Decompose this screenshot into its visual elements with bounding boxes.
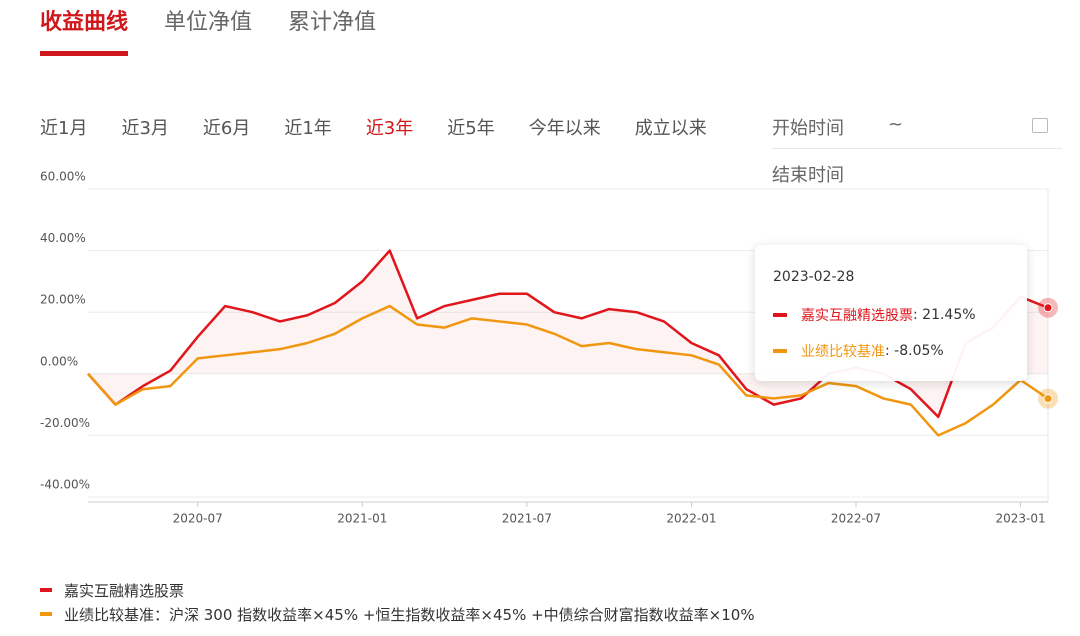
legend-label: 嘉实互融精选股票	[64, 581, 185, 600]
x-tick-label: 2022-01	[666, 512, 716, 526]
y-tick-label: -40.00%	[40, 478, 90, 492]
tooltip-value: 21.45%	[913, 307, 975, 323]
x-tick-label: 2020-07	[173, 512, 223, 526]
range-bar: 近1月 近3月 近6月 近1年 近3年 近5年 今年以来 成立以来	[40, 114, 707, 140]
tooltip-item: 业绩比较基准-8.05%	[773, 341, 944, 361]
tooltip-item: 嘉实互融精选股票21.45%	[773, 305, 976, 325]
start-row: 开始时间 ~	[772, 114, 1062, 149]
y-tick-label: 40.00%	[40, 231, 86, 245]
range-button[interactable]: 近3年	[365, 118, 414, 139]
end-input[interactable]: 结束时间	[772, 165, 844, 186]
y-tick-label: 0.00%	[40, 354, 78, 368]
swatch	[40, 612, 52, 616]
x-tick-label: 2022-07	[831, 512, 881, 526]
y-tick-label: -20.00%	[40, 416, 90, 430]
range-button[interactable]: 成立以来	[634, 118, 707, 139]
legend-label: 业绩比较基准：沪深 300 指数收益率×45% +恒生指数收益率×45% +中债…	[64, 605, 755, 624]
tooltip: 2023-02-28 嘉实互融精选股票21.45% 业绩比较基准-8.05%	[755, 245, 1027, 381]
end-point	[1043, 394, 1053, 404]
swatch	[773, 349, 787, 353]
calendar-icon[interactable]	[1032, 118, 1048, 133]
date-picker: 开始时间 ~ 结束时间	[772, 114, 1062, 187]
start-input[interactable]: 开始时间	[772, 118, 844, 139]
x-tick-label: 2021-07	[502, 512, 552, 526]
range-button[interactable]: 近5年	[447, 118, 495, 139]
tab[interactable]: 收益曲线	[40, 4, 129, 56]
range-button[interactable]: 近6月	[202, 118, 251, 139]
y-tick-label: 20.00%	[40, 293, 86, 307]
tab[interactable]: 累计净值	[288, 10, 377, 35]
end-point	[1043, 303, 1053, 313]
range-button[interactable]: 今年以来	[528, 118, 601, 139]
swatch	[40, 588, 52, 592]
range-button[interactable]: 近1年	[284, 118, 332, 139]
legend-item[interactable]: 业绩比较基准：沪深 300 指数收益率×45% +恒生指数收益率×45% +中债…	[40, 602, 755, 626]
tooltip-name: 业绩比较基准	[801, 344, 885, 360]
y-tick-label: 60.00%	[40, 170, 86, 184]
x-tick-label: 2023-01	[996, 512, 1046, 526]
x-tick-label: 2021-01	[337, 512, 387, 526]
tab[interactable]: 单位净值	[164, 10, 253, 35]
range-button[interactable]: 近1月	[40, 118, 88, 139]
legend: 嘉实互融精选股票业绩比较基准：沪深 300 指数收益率×45% +恒生指数收益率…	[40, 578, 755, 626]
line	[87, 304, 1049, 437]
swatch	[773, 313, 787, 317]
tooltip-name: 嘉实互融精选股票	[801, 308, 913, 324]
tooltip-value: -8.05%	[885, 343, 944, 359]
separator: ~	[888, 114, 904, 135]
range-button[interactable]: 近3月	[121, 118, 169, 139]
tooltip-date: 2023-02-28	[773, 269, 855, 285]
tab-bar: 收益曲线 单位净值 累计净值	[40, 4, 376, 56]
legend-item[interactable]: 嘉实互融精选股票	[40, 578, 755, 602]
